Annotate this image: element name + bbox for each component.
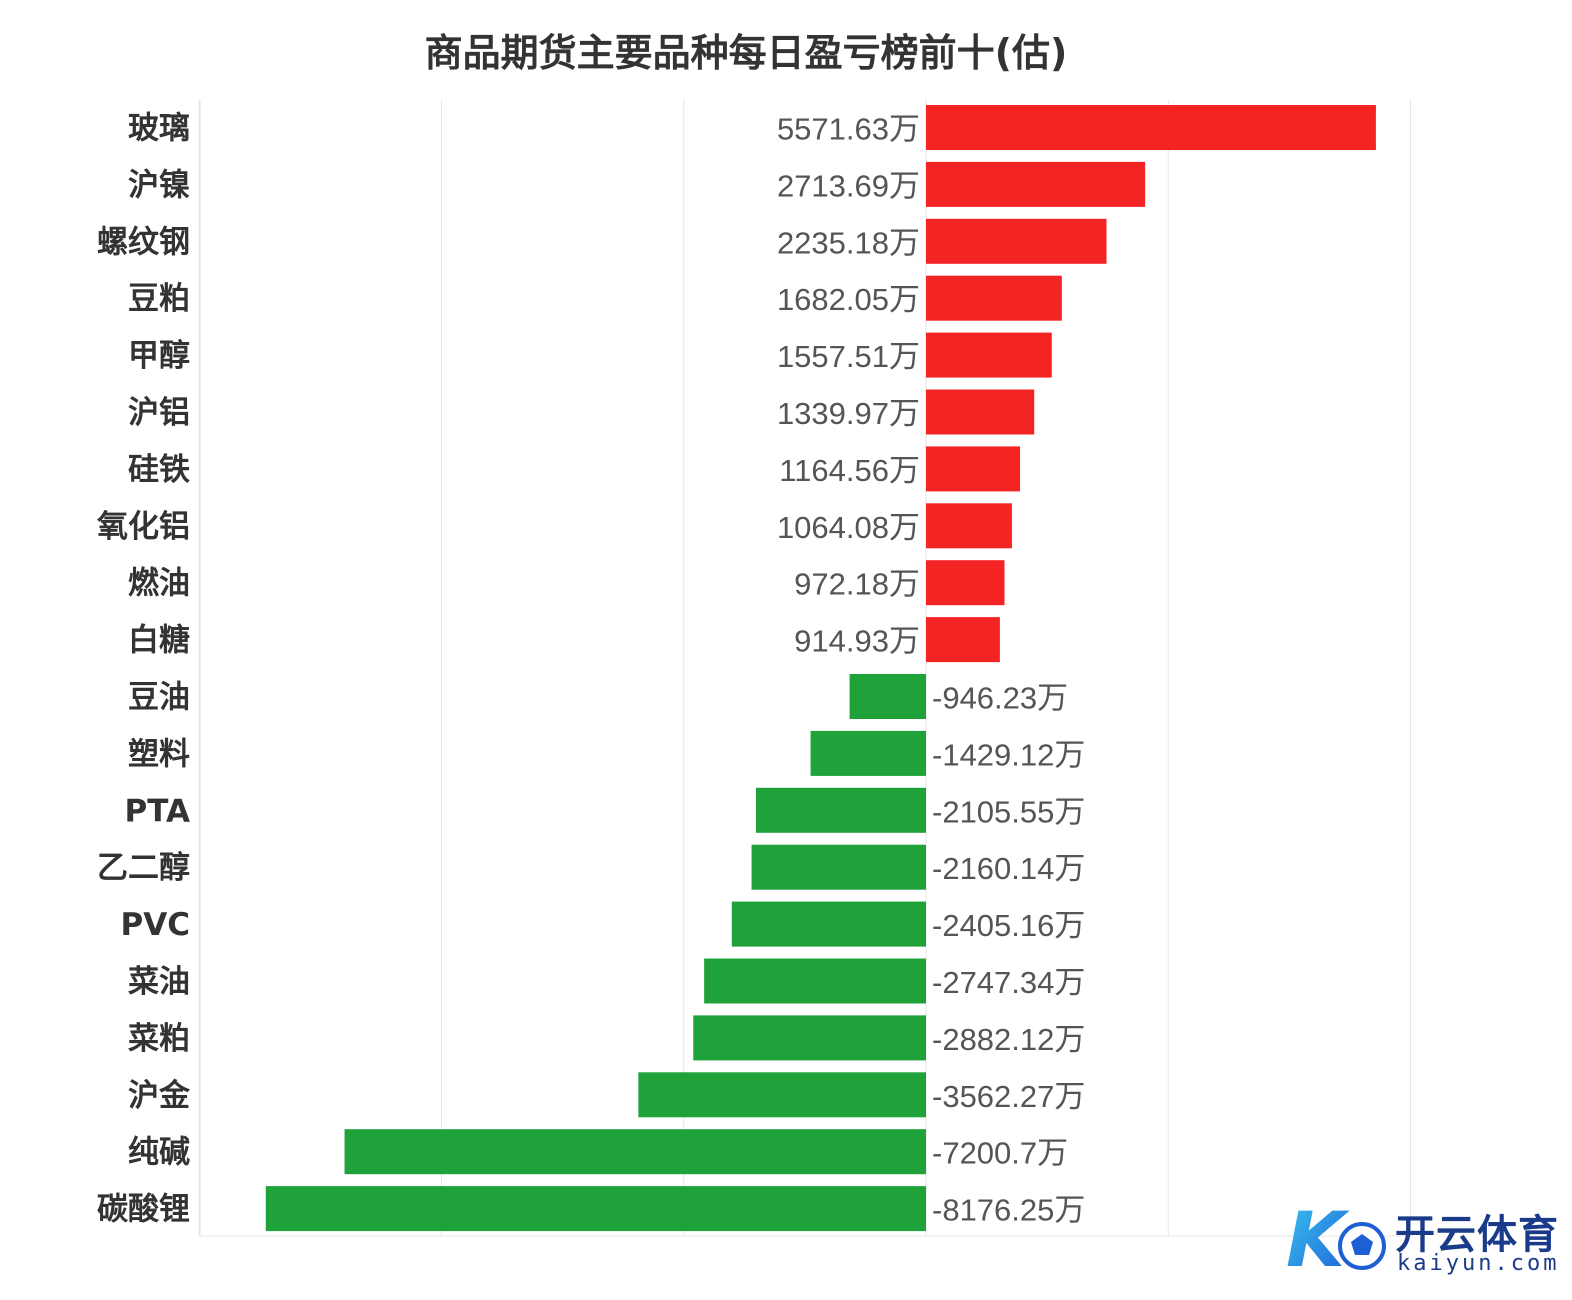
data-label: -2105.55万: [932, 794, 1085, 829]
category-label: 甲醇: [128, 338, 190, 374]
category-label: 沪镍: [128, 167, 190, 203]
category-label: 碳酸锂: [97, 1192, 190, 1228]
category-label: PVC: [121, 907, 190, 943]
watermark-logo: K 开云体育 kaiyun.com: [1284, 1195, 1560, 1284]
data-label: 1339.97万: [777, 396, 920, 431]
bar: [731, 901, 926, 947]
category-label: 塑料: [128, 736, 190, 772]
data-label: -8176.25万: [932, 1193, 1085, 1228]
data-label: 1064.08万: [777, 510, 920, 545]
bar: [849, 674, 926, 719]
brand-url: kaiyun.com: [1397, 1251, 1560, 1276]
data-label: -2882.12万: [932, 1022, 1085, 1057]
category-label: 沪金: [128, 1078, 191, 1114]
kaiyun-logo-icon: K: [1286, 1195, 1386, 1284]
bar: [810, 730, 926, 776]
brand-name: 开云体育: [1395, 1212, 1559, 1258]
bar: [926, 161, 1146, 207]
bar: [926, 446, 1021, 492]
category-label: 豆油: [128, 680, 190, 716]
data-label: 2713.69万: [777, 168, 920, 203]
category-label: PTA: [125, 793, 190, 829]
data-label: 1682.05万: [777, 282, 920, 317]
bar: [926, 617, 1000, 663]
data-label: 914.93万: [794, 624, 920, 659]
category-label: 乙二醇: [97, 850, 190, 886]
data-label: -7200.7万: [932, 1136, 1068, 1171]
bar: [704, 958, 926, 1004]
bar: [265, 1186, 926, 1232]
bar: [638, 1072, 926, 1118]
bar: [926, 503, 1012, 549]
data-label: -1429.12万: [932, 737, 1085, 772]
bar: [755, 787, 926, 833]
bar: [344, 1129, 927, 1175]
category-label: 螺纹钢: [97, 224, 190, 260]
category-label: 燃油: [128, 566, 190, 602]
bar: [926, 332, 1052, 378]
category-label: 硅铁: [128, 452, 190, 488]
category-label: 菜油: [128, 964, 190, 1000]
data-label: -2747.34万: [932, 965, 1085, 1000]
category-label: 菜粕: [128, 1021, 190, 1057]
data-label: -2405.16万: [932, 908, 1085, 943]
bar: [693, 1015, 926, 1061]
data-label: 5571.63万: [777, 112, 920, 147]
grid-lines: [198, 100, 1413, 1237]
category-label: 沪铝: [128, 395, 190, 431]
chart-title: 商品期货主要品种每日盈亏榜前十(估): [424, 31, 1068, 75]
category-label: 白糖: [128, 623, 190, 659]
data-label: -3562.27万: [932, 1079, 1085, 1114]
category-label: 纯碱: [128, 1135, 190, 1171]
data-label: 1164.56万: [779, 453, 920, 488]
bars: [265, 105, 1376, 1232]
data-label: 2235.18万: [777, 225, 920, 260]
bar: [926, 275, 1062, 321]
data-label: -946.23万: [932, 681, 1068, 716]
category-label: 玻璃: [128, 111, 190, 147]
category-label: 豆粕: [128, 281, 190, 317]
bar: [926, 560, 1005, 606]
data-label: 1557.51万: [777, 339, 920, 374]
category-label: 氧化铝: [97, 509, 190, 545]
bar: [926, 218, 1107, 264]
bar: [926, 105, 1376, 150]
bar: [926, 389, 1035, 435]
data-label: -2160.14万: [932, 851, 1085, 886]
bar: [751, 844, 926, 890]
data-label: 972.18万: [794, 567, 920, 602]
